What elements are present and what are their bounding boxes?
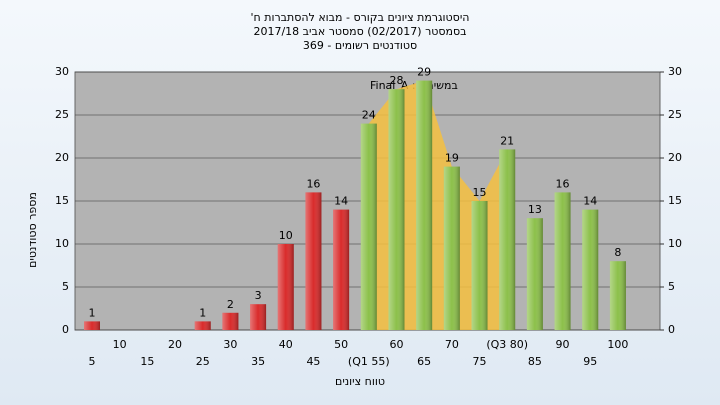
y2-tick-label: 10 — [668, 237, 682, 250]
title-line: בסמסטר (02/2017) סמסטר אביב 2017/18 — [253, 25, 466, 38]
y-tick-label: 30 — [55, 65, 69, 78]
bar-shade — [277, 244, 294, 330]
y-tick-label: 10 — [55, 237, 69, 250]
data-label: 1 — [89, 306, 96, 319]
y2-tick-label: 5 — [668, 280, 675, 293]
bar-shade — [526, 218, 543, 330]
bar-shade — [554, 192, 571, 330]
data-label: 16 — [306, 177, 320, 190]
x-tick-label: 60 — [389, 338, 403, 351]
title-line: סטודנטים רשומים - 369 — [303, 39, 417, 52]
data-label: 1 — [199, 306, 206, 319]
x-tick-label: 75 — [473, 355, 487, 368]
y-tick-label: 25 — [55, 108, 69, 121]
bar-shade — [471, 201, 488, 330]
bar-shade — [305, 192, 322, 330]
x-tick-label: 20 — [168, 338, 182, 351]
x-tick-label: 100 — [607, 338, 628, 351]
bar-shade — [582, 209, 599, 330]
data-label: 24 — [362, 109, 376, 122]
x-tick-label: 85 — [528, 355, 542, 368]
y-tick-label: 15 — [55, 194, 69, 207]
data-label: 19 — [445, 152, 459, 165]
bar-shade — [333, 209, 350, 330]
x-tick-label: 70 — [445, 338, 459, 351]
x-tick-label: 35 — [251, 355, 265, 368]
bar-shade — [222, 312, 239, 330]
x-tick-label: 50 — [334, 338, 348, 351]
data-label: 3 — [255, 289, 262, 302]
x-tick-label: 30 — [223, 338, 237, 351]
data-label: 13 — [528, 203, 542, 216]
bar-shade — [250, 304, 267, 330]
y-tick-label: 20 — [55, 151, 69, 164]
x-tick-label: 5 — [89, 355, 96, 368]
bar-shade — [609, 261, 626, 330]
x-tick-label: 40 — [279, 338, 293, 351]
bar-shade — [416, 80, 433, 330]
data-label: 16 — [556, 177, 570, 190]
x-tick-label: (Q1 55) — [348, 355, 390, 368]
x-tick-label: 45 — [306, 355, 320, 368]
x-tick-label: 10 — [113, 338, 127, 351]
data-label: 14 — [334, 195, 348, 208]
data-label: 28 — [389, 74, 403, 87]
x-tick-label: (Q3 80) — [486, 338, 528, 351]
y2-tick-label: 15 — [668, 194, 682, 207]
y-axis-label: מספר סטודנטים — [26, 192, 39, 268]
x-tick-label: 90 — [556, 338, 570, 351]
y-tick-label: 0 — [62, 323, 69, 336]
data-label: 10 — [279, 229, 293, 242]
data-label: 2 — [227, 298, 234, 311]
y2-tick-label: 25 — [668, 108, 682, 121]
bar-shade — [194, 321, 211, 330]
y2-tick-label: 30 — [668, 65, 682, 78]
bar-shade — [499, 149, 516, 330]
data-label: 21 — [500, 134, 514, 147]
data-label: 29 — [417, 66, 431, 79]
y2-tick-label: 0 — [668, 323, 675, 336]
y2-tick-label: 20 — [668, 151, 682, 164]
x-tick-label: 15 — [140, 355, 154, 368]
bar-shade — [388, 89, 405, 330]
data-label: 14 — [583, 195, 597, 208]
bar-shade — [443, 166, 460, 330]
bar-shade — [360, 123, 377, 330]
x-axis-label: טווח ציונים — [335, 375, 385, 388]
data-label: 15 — [473, 186, 487, 199]
title-line: היסטוגרמת ציונים בקורס - מבוא להסתברות ח… — [251, 11, 470, 24]
x-tick-label: 65 — [417, 355, 431, 368]
x-tick-label: 95 — [583, 355, 597, 368]
x-tick-label: 25 — [196, 355, 210, 368]
bar-shade — [84, 321, 100, 330]
data-label: 8 — [614, 246, 621, 259]
y-tick-label: 5 — [62, 280, 69, 293]
